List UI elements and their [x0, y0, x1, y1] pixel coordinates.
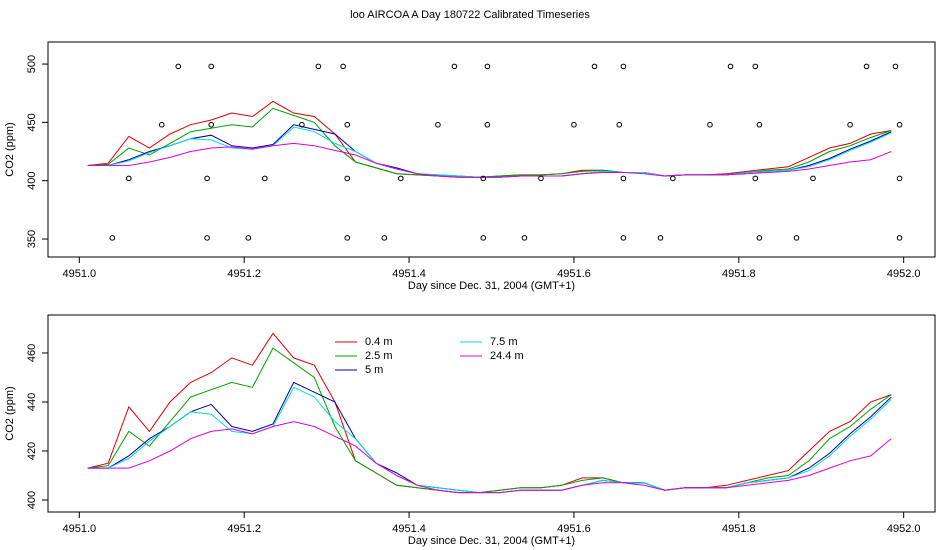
- flag-point: [752, 63, 759, 70]
- y-tick-label: 400: [26, 172, 38, 190]
- flag-point: [208, 121, 215, 128]
- flag-point: [752, 175, 759, 182]
- x-tick-label: 4951.0: [62, 523, 96, 535]
- flag-point: [480, 175, 487, 182]
- series-line: [87, 421, 892, 494]
- flag-point: [727, 63, 734, 70]
- plot-box: [47, 314, 936, 513]
- flag-point: [591, 63, 598, 70]
- x-tick-label: 4952.0: [887, 523, 921, 535]
- flag-point: [620, 175, 627, 182]
- y-axis-label: CO2 (ppm): [4, 122, 16, 176]
- flag-point: [756, 235, 763, 241]
- flag-point: [398, 175, 404, 182]
- x-tick-label: 4951.0: [62, 268, 96, 280]
- flag-point: [896, 121, 903, 128]
- y-tick-label: 440: [26, 393, 38, 411]
- y-tick-label: 350: [26, 230, 38, 248]
- flag-point: [657, 235, 664, 241]
- x-tick-label: 4951.4: [392, 268, 426, 280]
- flag-point: [344, 121, 351, 128]
- legend-label: 24.4 m: [490, 350, 524, 362]
- flag-point: [892, 63, 899, 70]
- legend-label: 2.5 m: [365, 350, 393, 362]
- flag-point: [125, 175, 132, 182]
- flag-point: [344, 235, 351, 241]
- legend-label: 5 m: [365, 364, 383, 376]
- x-axis-label: Day since Dec. 31, 2004 (GMT+1): [408, 280, 575, 292]
- flag-point: [896, 235, 903, 241]
- flag-point: [620, 63, 627, 70]
- y-tick-label: 400: [26, 491, 38, 509]
- flag-point: [793, 235, 800, 241]
- flag-point: [158, 121, 165, 128]
- x-tick-label: 4951.6: [557, 523, 591, 535]
- flag-point: [521, 235, 528, 241]
- flag-point: [245, 235, 252, 241]
- flag-point: [262, 175, 268, 182]
- series-line: [87, 347, 892, 494]
- legend-label: 7.5 m: [490, 336, 518, 348]
- flag-point: [340, 63, 346, 70]
- x-tick-label: 4951.6: [557, 268, 591, 280]
- flag-point: [451, 63, 458, 70]
- flag-point: [571, 121, 577, 128]
- x-axis-label: Day since Dec. 31, 2004 (GMT+1): [408, 535, 575, 547]
- flag-point: [344, 175, 351, 182]
- flag-point: [480, 235, 487, 241]
- x-tick-label: 4952.0: [887, 268, 921, 280]
- series-line: [87, 124, 892, 178]
- y-tick-label: 500: [26, 55, 38, 73]
- flag-point: [381, 235, 388, 241]
- flag-point: [707, 121, 713, 128]
- flag-point: [299, 121, 305, 128]
- x-tick-label: 4951.2: [227, 268, 261, 280]
- flag-point: [847, 121, 853, 128]
- figure-title: loo AIRCOA A Day 180722 Calibrated Times…: [350, 9, 590, 21]
- x-tick-label: 4951.8: [722, 268, 756, 280]
- series-line: [87, 381, 892, 494]
- flag-point: [484, 121, 491, 128]
- flag-point: [208, 63, 215, 70]
- flag-point: [109, 235, 116, 241]
- flag-point: [620, 235, 627, 241]
- y-tick-label: 420: [26, 442, 38, 460]
- x-tick-label: 4951.8: [722, 523, 756, 535]
- flag-point: [204, 175, 210, 182]
- flag-point: [616, 121, 623, 128]
- series-line: [87, 386, 892, 494]
- y-tick-label: 450: [26, 113, 38, 131]
- flag-point: [175, 63, 182, 70]
- y-axis-label: CO2 (ppm): [4, 386, 16, 440]
- flag-point: [435, 121, 441, 128]
- flag-point: [863, 63, 870, 70]
- flag-point: [756, 121, 763, 128]
- x-tick-label: 4951.4: [392, 523, 426, 535]
- y-tick-label: 460: [26, 344, 38, 362]
- plot-box: [47, 41, 936, 258]
- flag-point: [204, 235, 210, 241]
- flag-point: [670, 175, 676, 182]
- series-line: [87, 107, 892, 178]
- flag-point: [315, 63, 322, 70]
- flag-point: [810, 175, 816, 182]
- flag-point: [896, 175, 903, 182]
- flag-point: [484, 63, 491, 70]
- series-line: [87, 142, 892, 178]
- legend-label: 0.4 m: [365, 336, 393, 348]
- flag-point: [538, 175, 544, 182]
- x-tick-label: 4951.2: [227, 523, 261, 535]
